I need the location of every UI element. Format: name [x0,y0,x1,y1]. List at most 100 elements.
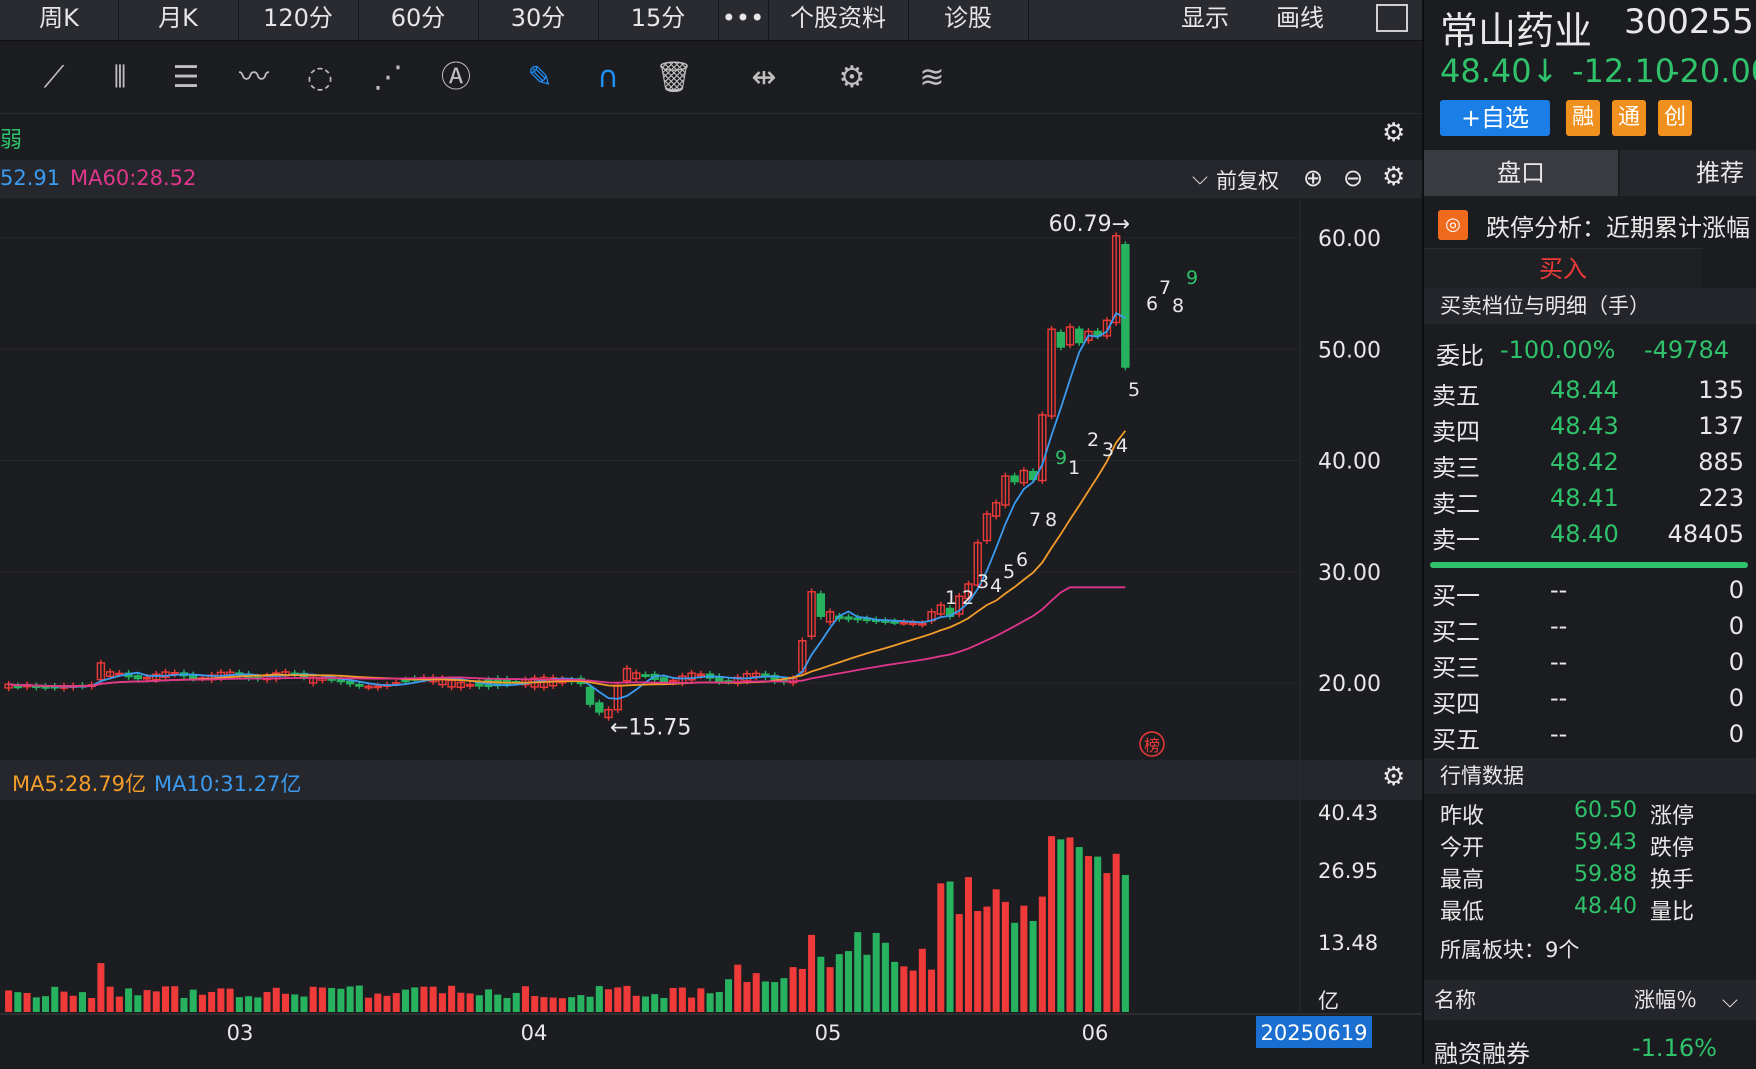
sequence-number: 1 [945,587,957,609]
sector-count[interactable]: 所属板块：9个 [1440,934,1579,964]
volume-bar [605,989,612,1012]
kline-chart[interactable]: 60.0050.0040.0030.0020.0060.79→←15.751 23… [0,0,1422,1064]
volume-bar [790,967,797,1012]
limit-down-alert[interactable]: 跌停分析：近期累计涨幅 [1486,208,1750,243]
volume-bar [337,989,344,1012]
quote-label: 最高 [1440,862,1484,894]
volume-bar [799,969,806,1012]
quote-tag: 跌停 [1650,830,1694,862]
volume-bar [504,998,511,1012]
bids-row[interactable]: 买三 -- 0 [1424,648,1756,682]
asks-price: 48.40 [1550,520,1619,548]
sequence-number: 1 [1068,457,1080,479]
volume-bar [910,971,917,1012]
volume-bar [1103,873,1110,1012]
chinext-badge[interactable]: 创 [1658,100,1692,136]
volume-bar [900,966,907,1012]
buy-tab[interactable]: 买入 [1424,248,1702,289]
quote-title: 行情数据 [1440,758,1524,794]
price-tick: 60.00 [1318,227,1381,252]
ranking-badge: 榜 [1140,732,1164,756]
volume-bar [448,986,455,1012]
sequence-number: 7 [1159,277,1171,299]
quote-label: 最低 [1440,894,1484,926]
asks-label: 卖四 [1432,412,1480,447]
asks-row[interactable]: 卖一 48.40 48405 [1424,520,1756,554]
volume-bar [310,987,317,1012]
sequence-number: 6 [1146,293,1158,315]
volume-bar [227,989,234,1012]
bids-row[interactable]: 买二 -- 0 [1424,612,1756,646]
candle-body [402,680,409,682]
volume-bar [1002,902,1009,1012]
weibi-label: 委比 [1436,336,1484,371]
quote-panel: 常山药业 300255 48.40↓ -12.10 -20.00 +自选 融 通… [1422,0,1756,1064]
volume-bar [356,986,363,1012]
quote-value: 60.50 [1574,798,1637,823]
volume-bar [107,987,114,1012]
volume-bar [393,993,400,1012]
volume-bar [651,994,658,1012]
sequence-number: 9 [1186,267,1198,289]
candle-body [845,617,852,619]
asks-volume: 885 [1698,448,1744,476]
volume-bar [485,989,492,1012]
volume-tick: 亿 [1318,989,1339,1013]
volume-bar [623,986,630,1012]
volume-bar [319,987,326,1012]
volume-bar [771,982,778,1012]
asks-price: 48.41 [1550,484,1619,512]
tab-recommend[interactable]: 推荐 [1620,150,1756,196]
asks-row[interactable]: 卖五 48.44 135 [1424,376,1756,410]
bids-price: -- [1550,576,1567,604]
volume-bar [1030,921,1037,1012]
tab-orderbook[interactable]: 盘口 [1424,150,1618,196]
volume-bar [88,998,95,1012]
date-tick: 04 [521,1021,548,1045]
volume-bar [697,988,704,1012]
candle-body [596,703,603,712]
asks-volume: 223 [1698,484,1744,512]
bids-row[interactable]: 买一 -- 0 [1424,576,1756,610]
volume-bar [42,996,49,1012]
asks-row[interactable]: 卖四 48.43 137 [1424,412,1756,446]
quote-row: 最低 48.40 量比 [1424,894,1756,924]
volume-bar [374,994,381,1012]
volume-bar [208,992,215,1012]
volume-bar [513,993,520,1012]
volume-bar [587,997,594,1012]
sector-pct-header[interactable]: 涨幅％ [1634,980,1697,1020]
chevron-down-icon[interactable]: ⌵ [1722,980,1738,1020]
bids-row[interactable]: 买四 -- 0 [1424,684,1756,718]
ratio-bar [1430,562,1748,568]
volume-bar [725,979,732,1012]
sector-name-header[interactable]: 名称 [1434,980,1476,1020]
volume-bar [762,982,769,1012]
margin-badge[interactable]: 融 [1566,100,1600,136]
volume-bar [411,987,418,1012]
volume-bar [384,996,391,1012]
volume-bar [180,998,187,1012]
volume-bar [79,992,86,1012]
connect-badge[interactable]: 通 [1612,100,1646,136]
volume-bar [660,998,667,1012]
bids-row[interactable]: 买五 -- 0 [1424,720,1756,754]
volume-bar [550,998,557,1012]
volume-tick: 40.43 [1318,801,1378,825]
volume-bar [328,988,335,1012]
asks-row[interactable]: 卖二 48.41 223 [1424,484,1756,518]
asks-row[interactable]: 卖三 48.42 885 [1424,448,1756,482]
add-watchlist-button[interactable]: +自选 [1440,100,1550,136]
volume-bar [420,987,427,1012]
quote-label: 今开 [1440,830,1484,862]
bids-price: -- [1550,720,1567,748]
sequence-number: 6 [1016,549,1028,571]
asks-price: 48.44 [1550,376,1619,404]
volume-bar [171,986,178,1012]
bids-volume: 0 [1729,684,1744,712]
bids-label: 买一 [1432,576,1480,611]
volume-bar [97,963,104,1012]
volume-bar [642,996,649,1012]
high-label: 60.79→ [1049,212,1130,237]
candle-body [891,622,898,624]
